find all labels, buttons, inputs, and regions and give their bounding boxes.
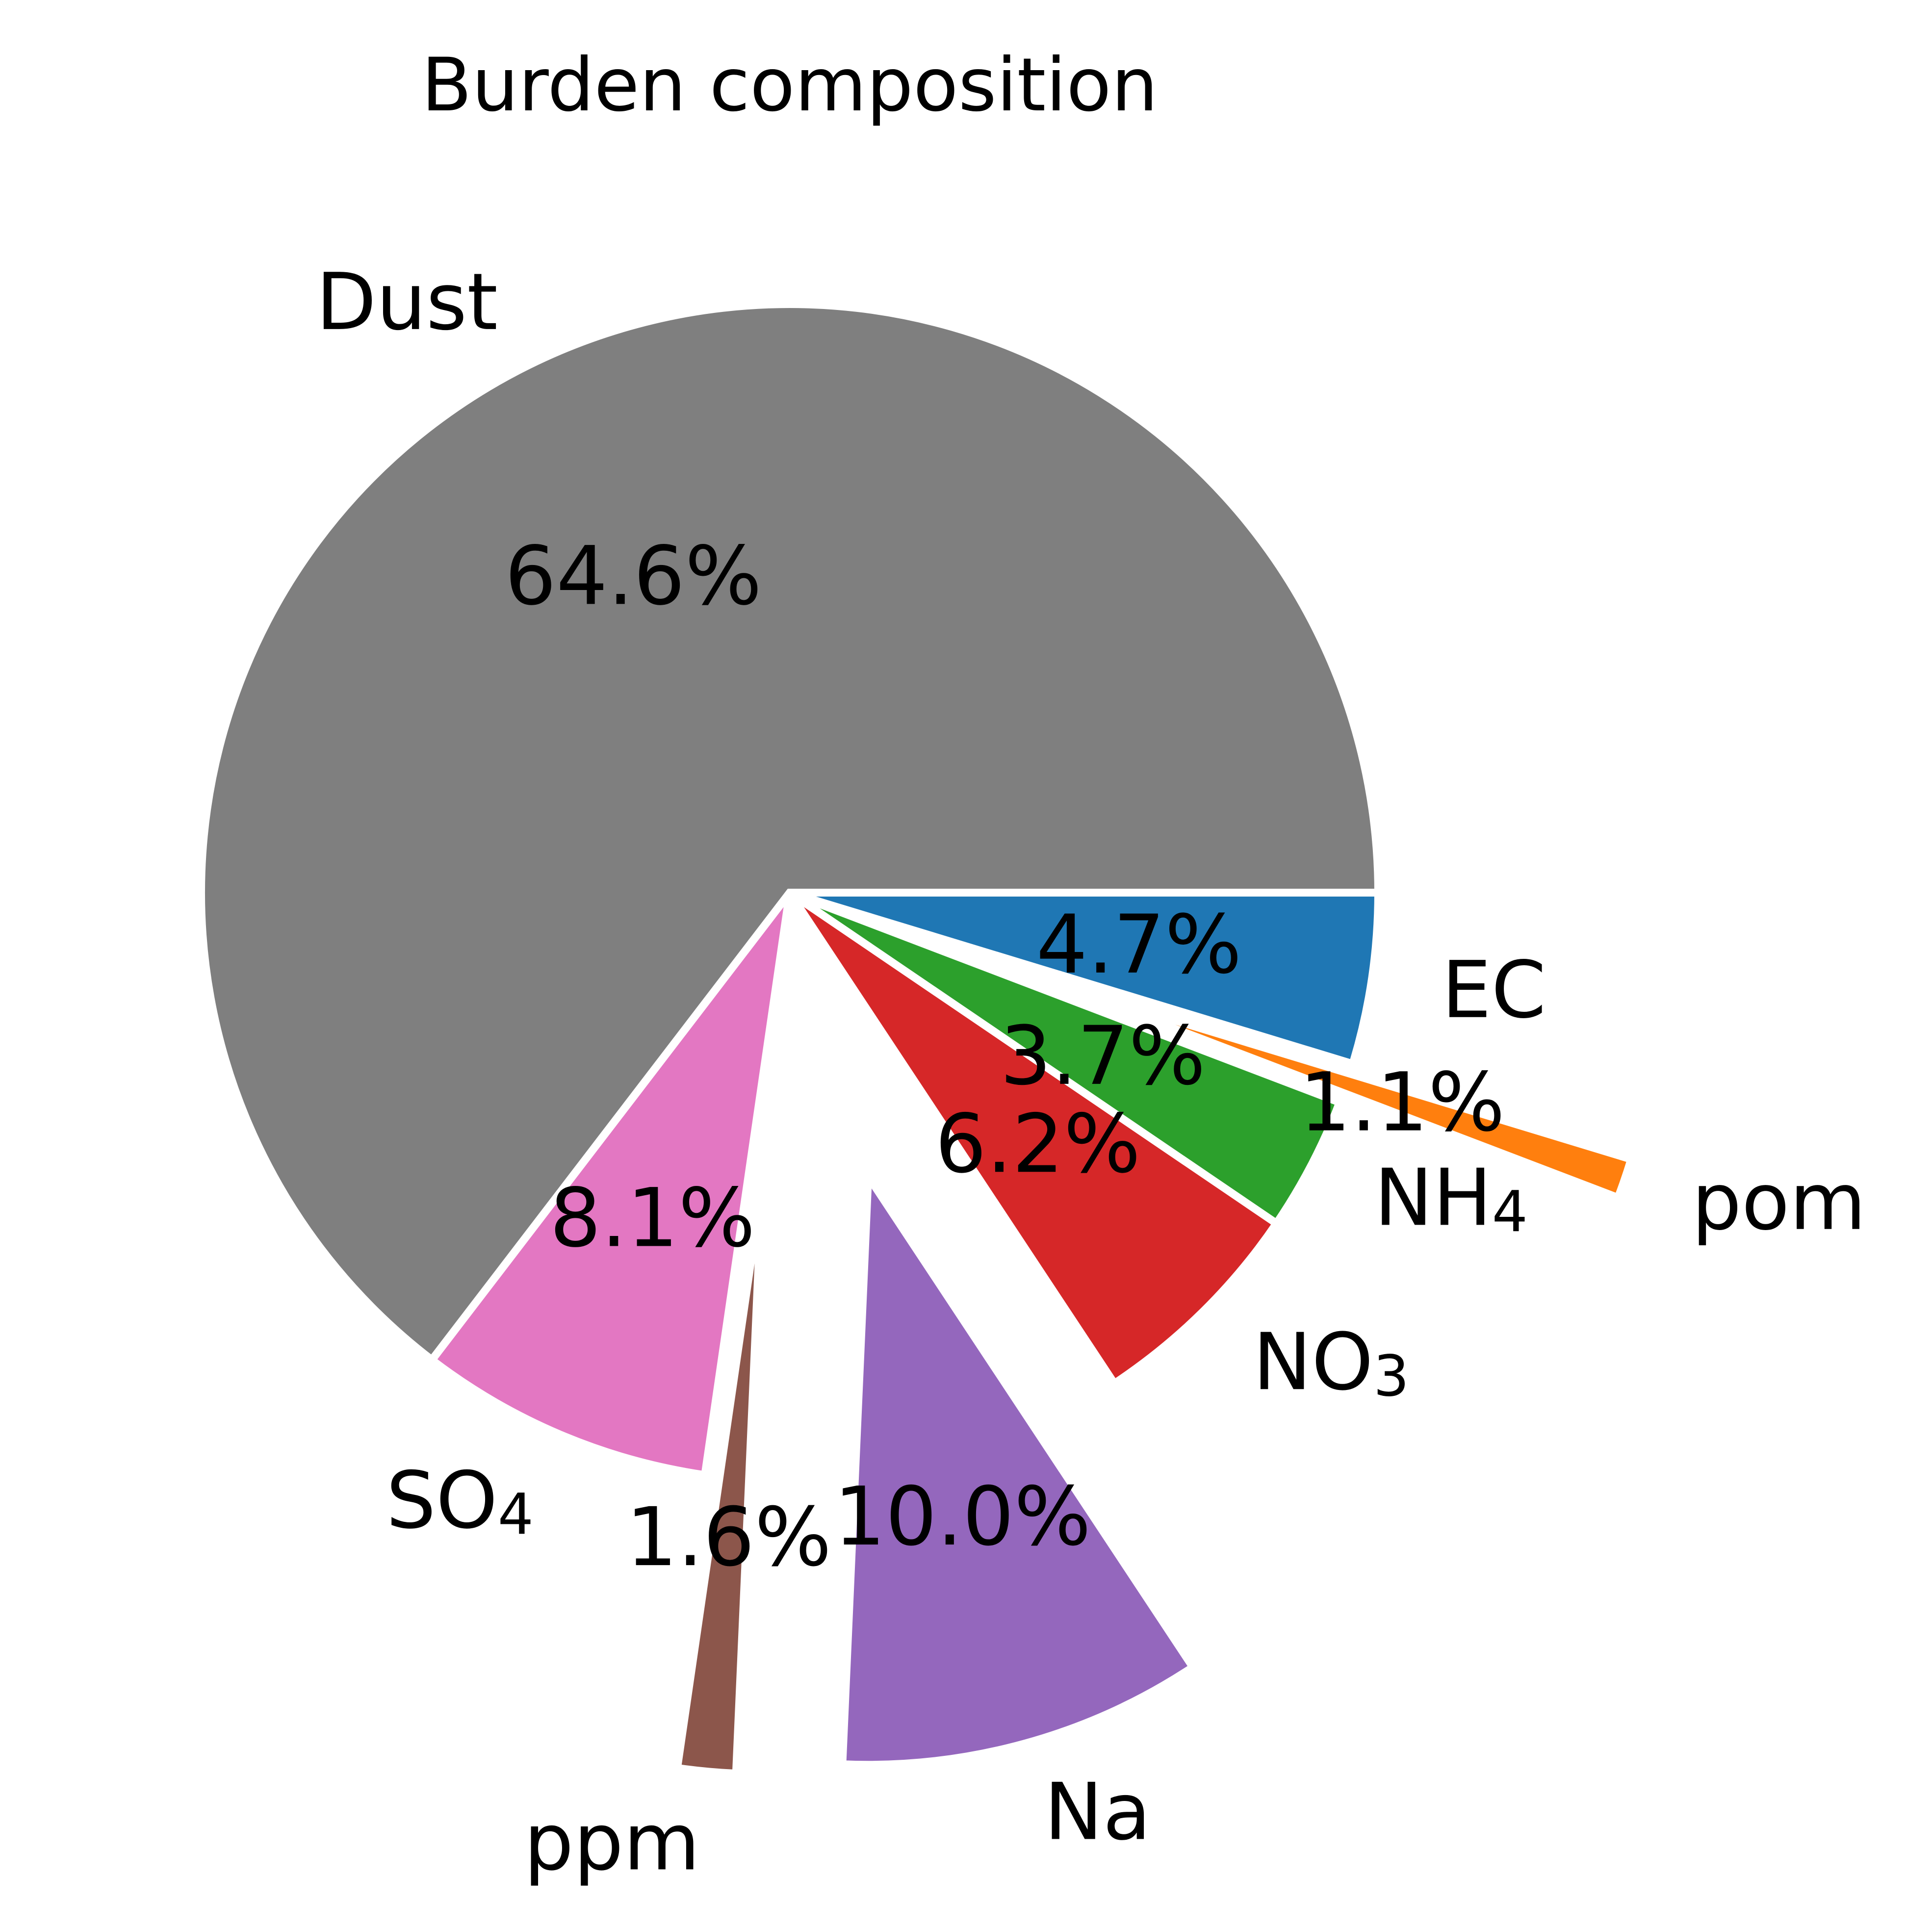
slice-label-no3: NO3 <box>1253 1316 1409 1410</box>
chart-title: Burden composition <box>421 43 1158 128</box>
pie-slices <box>197 300 1636 1778</box>
slice-label-pom: pom <box>1692 1156 1866 1247</box>
slice-percent-dust: 64.6% <box>505 529 762 623</box>
slice-ppm <box>672 1185 766 1778</box>
slice-percent-na: 10.0% <box>834 1469 1091 1564</box>
slice-no3 <box>786 889 1282 1389</box>
slice-ec <box>788 889 1383 1069</box>
slice-label-ppm: ppm <box>524 1796 700 1888</box>
slice-percent-no3: 6.2% <box>935 1097 1140 1191</box>
slice-percent-ec: 4.7% <box>1036 898 1242 992</box>
slice-label-ec: EC <box>1442 944 1546 1035</box>
slice-dust <box>197 300 1383 1366</box>
slice-percent-so4: 8.1% <box>550 1171 755 1265</box>
slice-pom <box>1066 984 1636 1203</box>
slice-label-dust: Dust <box>316 256 498 347</box>
slice-na <box>838 1164 1199 1769</box>
slice-label-na: Na <box>1044 1766 1151 1857</box>
slice-so4 <box>426 878 796 1480</box>
slice-percent-nh4: 3.7% <box>1000 1009 1206 1103</box>
slice-label-so4: SO4 <box>386 1454 534 1548</box>
slice-nh4 <box>787 889 1345 1229</box>
slice-label-nh4: NH4 <box>1374 1152 1528 1245</box>
slice-percent-pom: 1.1% <box>1299 1055 1505 1150</box>
pie-labels: EC 4.7% pom 1.1%NH4 3.7% NO3 6.2% Na 10.0% ppm 1.6… <box>316 256 1866 1887</box>
slice-percent-ppm: 1.6% <box>626 1490 831 1584</box>
